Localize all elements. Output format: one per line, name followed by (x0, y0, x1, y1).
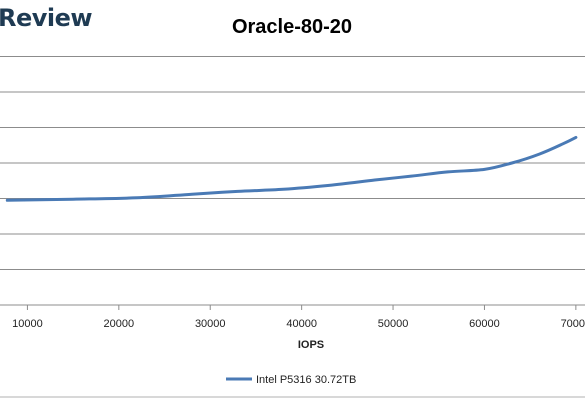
x-axis-ticks: 10000 20000 30000 40000 50000 60000 70000 (12, 305, 585, 330)
x-tick-label: 60000 (469, 318, 500, 330)
x-tick-label: 20000 (104, 318, 135, 330)
gridlines (0, 56, 585, 270)
legend: Intel P5316 30.72TB (226, 374, 356, 386)
x-tick-label: 50000 (378, 318, 409, 330)
chart-title: Oracle-80-20 (232, 16, 352, 38)
x-tick-label: 10000 (12, 318, 43, 330)
x-tick-label: 40000 (286, 318, 317, 330)
legend-label: Intel P5316 30.72TB (256, 374, 356, 386)
series-group (5, 135, 578, 202)
series-line-1 (5, 135, 578, 202)
brand-logo: Review (0, 4, 93, 32)
x-tick-label: 30000 (195, 318, 226, 330)
x-axis-label: IOPS (298, 339, 324, 351)
x-tick-label: 70000 (561, 318, 585, 330)
